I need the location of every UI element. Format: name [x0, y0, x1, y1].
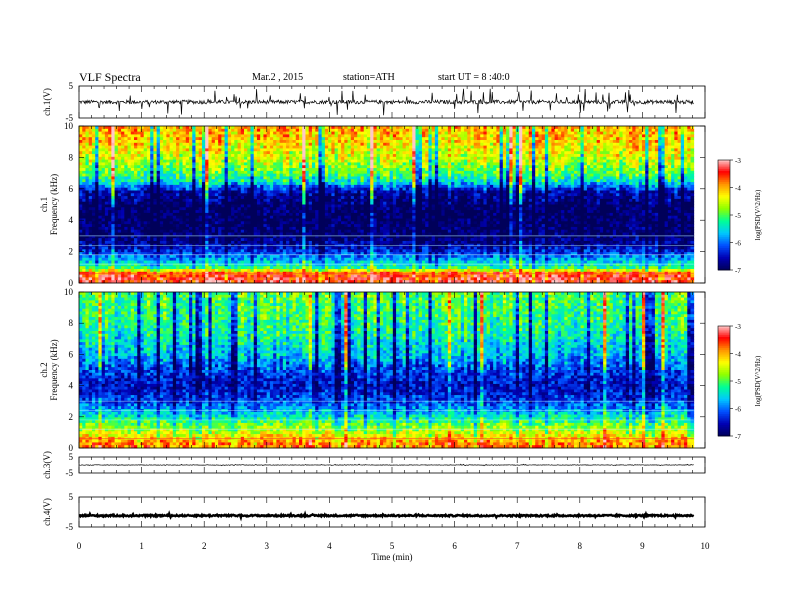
x-tick-label: 5 [390, 541, 395, 551]
colorbar-tick-label: -7 [735, 267, 741, 275]
y-tick-label: 5 [69, 81, 74, 91]
colorbar-tick-label: -5 [735, 378, 741, 386]
x-tick-label: 1 [139, 541, 144, 551]
y-tick-label: -5 [66, 522, 74, 532]
colorbar-tick-label: -7 [735, 433, 741, 441]
colorbar-tick-label: -5 [735, 212, 741, 220]
colorbar-tick-label: -6 [735, 406, 741, 414]
x-tick-label: 2 [202, 541, 207, 551]
ch3-waveform-trace [79, 464, 694, 466]
y-tick-label: 6 [69, 349, 74, 359]
y-tick-label: 10 [64, 287, 74, 297]
y-tick-label: 10 [64, 121, 74, 131]
x-tick-label: 7 [515, 541, 520, 551]
y-tick-label: 5 [69, 492, 74, 502]
ch2-spectrogram-colorbar [718, 326, 730, 436]
x-tick-label: 9 [640, 541, 645, 551]
y-tick-label: 6 [69, 184, 74, 194]
x-tick-label: 8 [578, 541, 583, 551]
y-tick-label: 2 [69, 247, 74, 257]
colorbar-label: log(PSD(V^2/Hz) [754, 355, 762, 406]
y-tick-label: -5 [66, 468, 74, 478]
colorbar-label: log(PSD(V^2/Hz) [754, 189, 762, 240]
y-tick-label: 5 [69, 452, 74, 462]
y-tick-label: 8 [69, 318, 74, 328]
x-tick-label: 3 [265, 541, 270, 551]
x-tick-label: 10 [701, 541, 711, 551]
ch1-waveform-trace [79, 89, 694, 116]
y-axis-label: Frequency (kHz) [49, 339, 59, 400]
colorbar-tick-label: -4 [735, 351, 741, 359]
ch1-spectrogram-image [79, 126, 694, 283]
y-axis-label: ch.3(V) [42, 451, 52, 479]
spectrogram-images [79, 126, 730, 448]
y-axis-label: ch.4(V) [42, 498, 52, 526]
x-axis-label: Time (min) [372, 552, 413, 562]
y-tick-label: 4 [69, 215, 74, 225]
colorbar-tick-label: -4 [735, 185, 741, 193]
x-tick-label: 6 [452, 541, 457, 551]
colorbar-tick-label: -3 [735, 323, 741, 331]
x-tick-label: 4 [327, 541, 332, 551]
y-tick-label: 4 [69, 381, 74, 391]
colorbar-tick-label: -3 [735, 157, 741, 165]
y-tick-label: 8 [69, 152, 74, 162]
colorbar-tick-label: -6 [735, 240, 741, 248]
y-axis-label: Frequency (kHz) [49, 174, 59, 235]
y-axis-label: ch.1(V) [42, 88, 52, 116]
y-tick-label: 2 [69, 412, 74, 422]
ch2-spectrogram-image [79, 292, 694, 448]
channel-label: ch.1 [39, 197, 49, 212]
ch4-waveform-trace [79, 514, 694, 518]
vlf-spectra-figure: 5-5ch.1(V)0246810Frequency (kHz)ch.1-3-4… [0, 0, 792, 612]
ch1-spectrogram-colorbar [718, 160, 730, 270]
x-tick-label: 0 [77, 541, 82, 551]
channel-label: ch.2 [39, 362, 49, 377]
